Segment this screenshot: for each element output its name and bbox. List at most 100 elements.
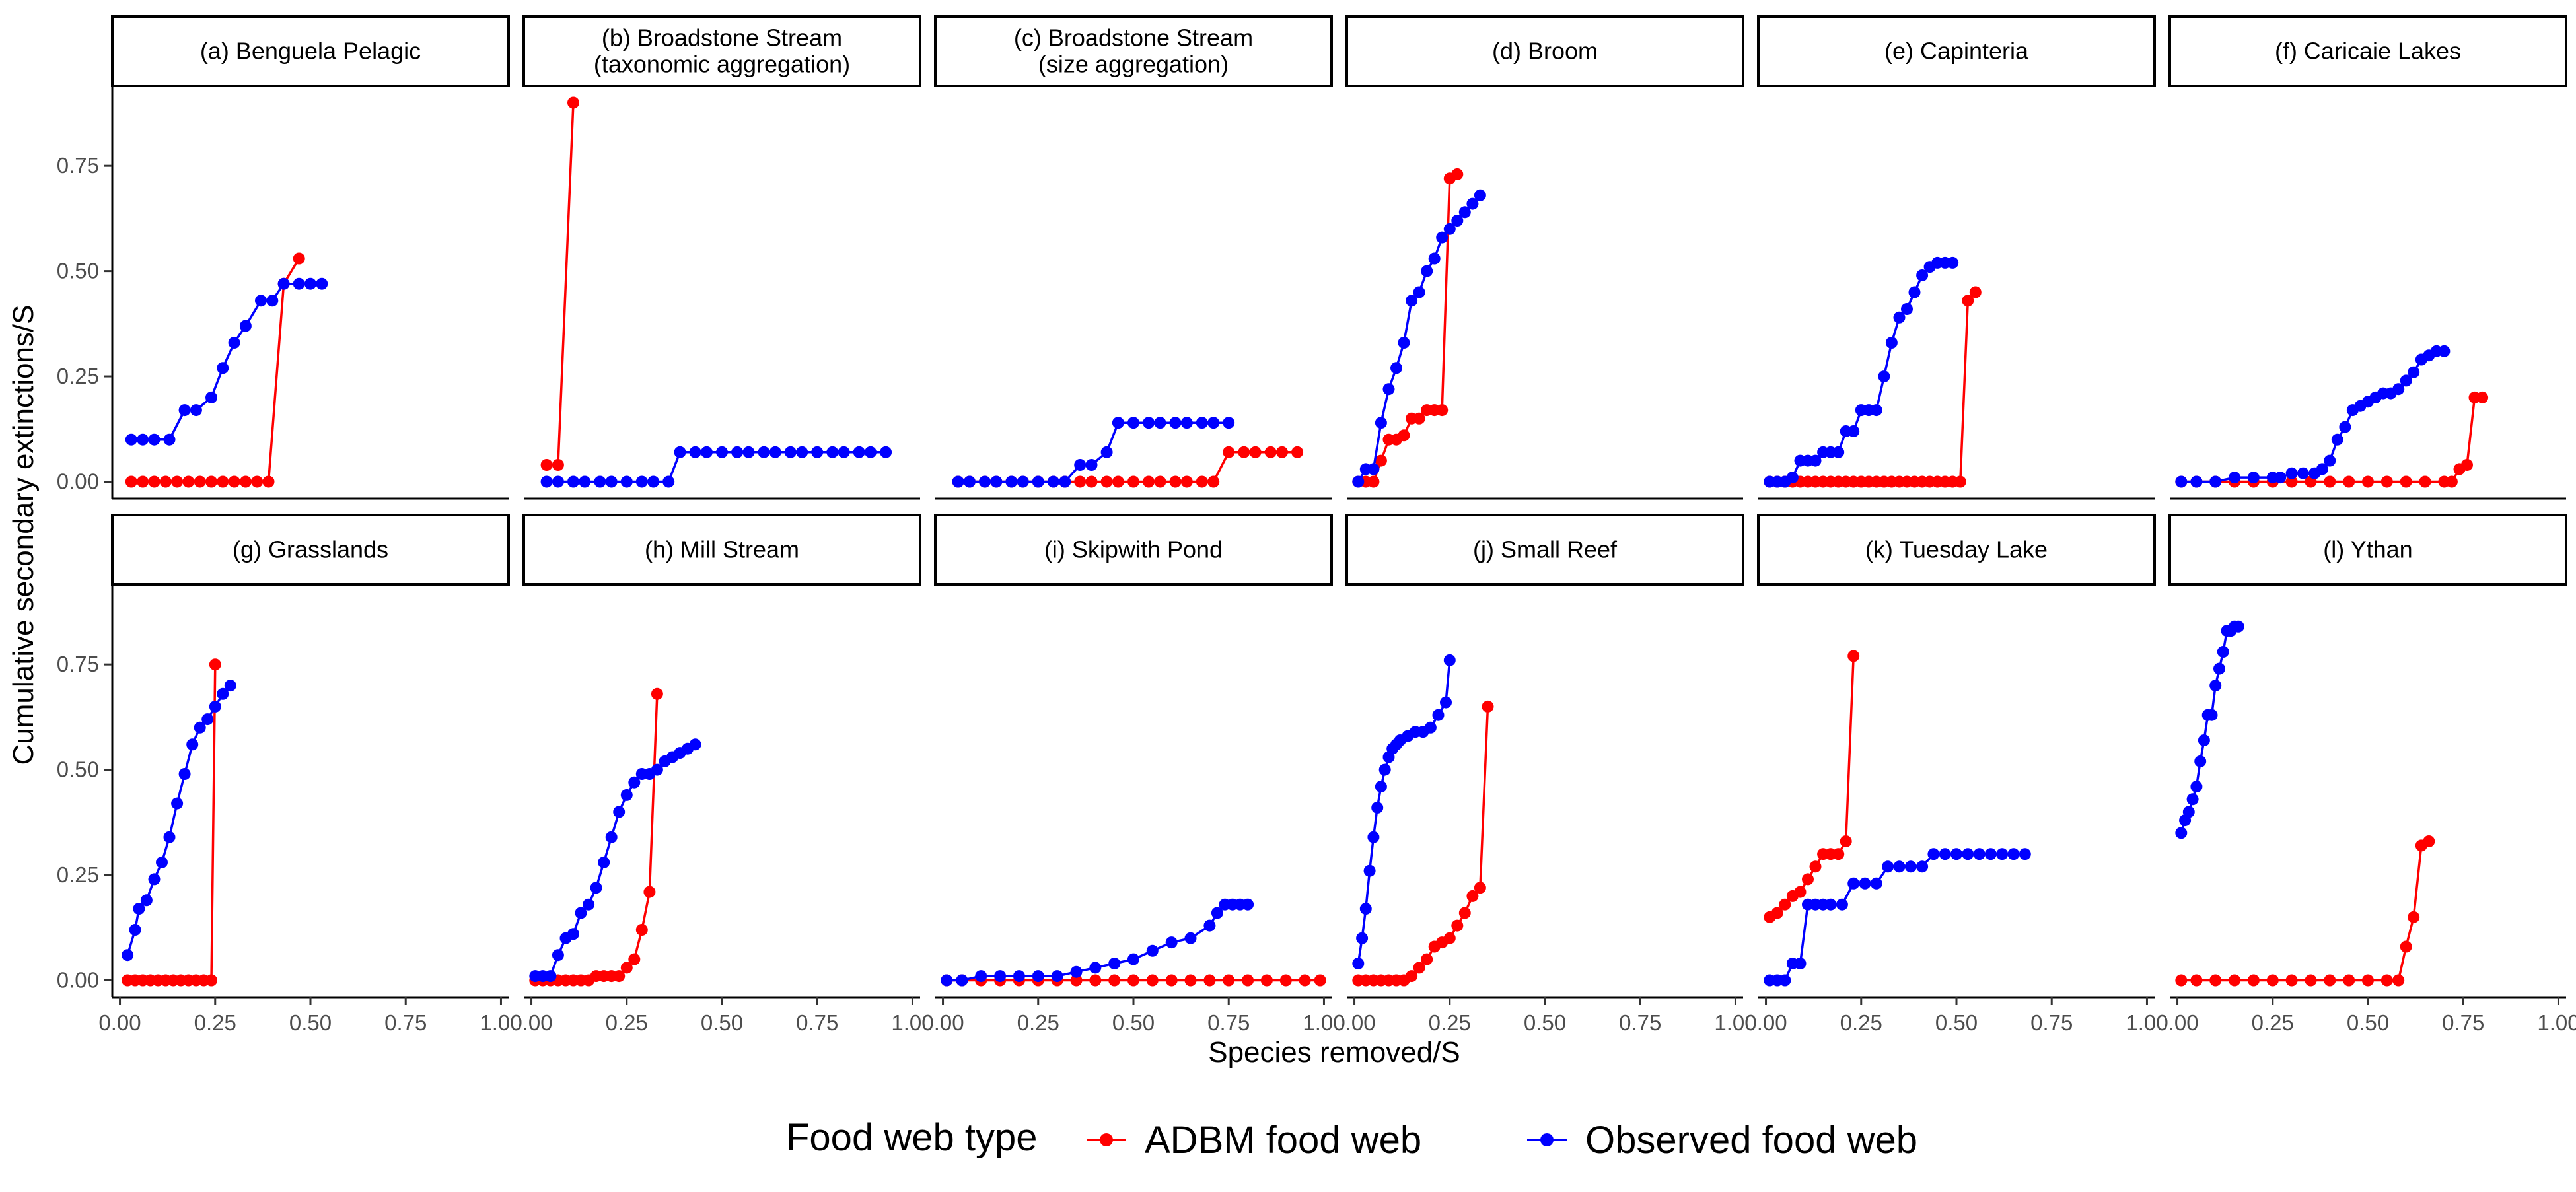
data-point: [205, 391, 217, 403]
data-point: [1203, 919, 1216, 932]
data-point: [2229, 472, 2241, 484]
facet-panel: (a) Benguela Pelagic 0.00 0.25 0.50 0.75: [57, 15, 510, 500]
data-point: [1165, 936, 1178, 949]
data-point: [156, 856, 168, 868]
facet-panel: (h) Mill Stream 0.00 0.25 0.50 0.75 1.00: [510, 514, 934, 1035]
data-point: [1260, 974, 1273, 987]
x-tick-label: 0.25: [1840, 1010, 1882, 1035]
data-point: [2232, 620, 2244, 633]
data-point: [178, 404, 191, 417]
data-point: [2339, 421, 2351, 433]
x-tick-label: 0.25: [1017, 1010, 1059, 1035]
data-point: [1359, 903, 1372, 915]
data-point: [2209, 680, 2222, 692]
data-point: [853, 446, 865, 458]
data-point: [1146, 974, 1159, 987]
data-point: [1421, 953, 1433, 965]
data-point: [1184, 932, 1197, 944]
facet-title: (f) Caricaie Lakes: [2275, 38, 2461, 65]
data-point: [2213, 662, 2225, 675]
data-point: [1962, 848, 1974, 860]
data-point: [1428, 252, 1441, 265]
y-tick-label: 0.00: [57, 469, 99, 493]
facet-strip: [2168, 514, 2567, 586]
facet-title: (taxonomic aggregation): [594, 51, 850, 78]
data-point: [2247, 472, 2260, 484]
facet-title: (e) Capinteria: [1884, 38, 2029, 65]
data-point: [826, 446, 839, 458]
data-point: [1146, 944, 1159, 957]
data-point: [262, 475, 275, 488]
data-point: [1950, 848, 1962, 860]
data-point: [1070, 965, 1083, 978]
series-line: [1358, 706, 1489, 982]
data-point: [137, 433, 149, 446]
data-point: [1984, 848, 1997, 860]
x-tick-label: 1.00: [2537, 1010, 2576, 1035]
series-line: [535, 693, 659, 982]
data-point: [567, 475, 579, 488]
data-point: [201, 713, 214, 726]
y-tick-label: 0.50: [57, 259, 99, 283]
data-point: [1143, 417, 1155, 429]
x-tick-label: 0.00: [510, 1010, 552, 1035]
data-point: [1211, 907, 1223, 919]
data-point: [1100, 475, 1113, 488]
data-point: [1440, 696, 1452, 709]
data-point: [1367, 463, 1380, 475]
data-point: [1074, 459, 1087, 471]
y-tick-label: 0.50: [57, 757, 99, 782]
data-point: [1165, 974, 1178, 987]
data-point: [590, 882, 602, 894]
data-point: [182, 475, 195, 488]
data-point: [2331, 433, 2343, 446]
data-point: [1223, 446, 1235, 458]
data-point: [1786, 472, 1799, 484]
data-point: [277, 277, 290, 290]
legend-key-point: [1100, 1133, 1113, 1146]
facet-panel: (f) Caricaie Lakes: [2168, 15, 2567, 500]
facet-title: (j) Small Reef: [1473, 536, 1618, 563]
data-point: [1089, 974, 1102, 987]
data-point: [1375, 417, 1387, 429]
data-point: [2324, 454, 2336, 467]
facet-panel: (j) Small Reef 0.00 0.25 0.50 0.75 1.00: [1333, 514, 1757, 1035]
data-point: [2285, 467, 2298, 479]
data-point: [2274, 472, 2287, 484]
data-point: [239, 475, 252, 488]
x-tick-label: 0.50: [701, 1010, 743, 1035]
data-point: [2217, 646, 2229, 658]
data-point: [1203, 974, 1216, 987]
data-point: [1939, 848, 1951, 860]
data-point: [628, 776, 641, 789]
data-point: [1908, 286, 1921, 298]
legend-label: Observed food web: [1585, 1119, 1917, 1162]
data-point: [1458, 206, 1471, 219]
data-point: [1927, 848, 1940, 860]
y-tick-label: 0.00: [57, 967, 99, 992]
data-point: [635, 924, 648, 936]
legend-entries: ADBM food web Observed food web: [1087, 1119, 1917, 1162]
data-point: [1421, 265, 1433, 277]
data-point: [1180, 417, 1193, 429]
x-tick-label: 1.00: [2126, 1010, 2168, 1035]
data-point: [1406, 295, 1418, 307]
facet-strip: [1757, 514, 2156, 586]
data-point: [1847, 877, 1860, 890]
data-point: [2285, 475, 2298, 488]
data-point: [2408, 911, 2420, 923]
facet-strip: [2168, 15, 2567, 87]
facet-title: (l) Ythan: [2323, 536, 2412, 563]
data-point: [594, 475, 606, 488]
data-point: [1242, 898, 1254, 911]
data-point: [651, 687, 663, 700]
data-point: [266, 295, 279, 307]
facet-strip: [111, 514, 510, 586]
data-point: [125, 475, 137, 488]
data-point: [2343, 475, 2355, 488]
data-point: [2362, 974, 2374, 987]
data-point: [1378, 763, 1391, 776]
data-point: [2190, 475, 2203, 488]
legend-title: Food web type: [786, 1116, 1037, 1159]
facet-title: (b) Broadstone Stream: [602, 24, 842, 52]
